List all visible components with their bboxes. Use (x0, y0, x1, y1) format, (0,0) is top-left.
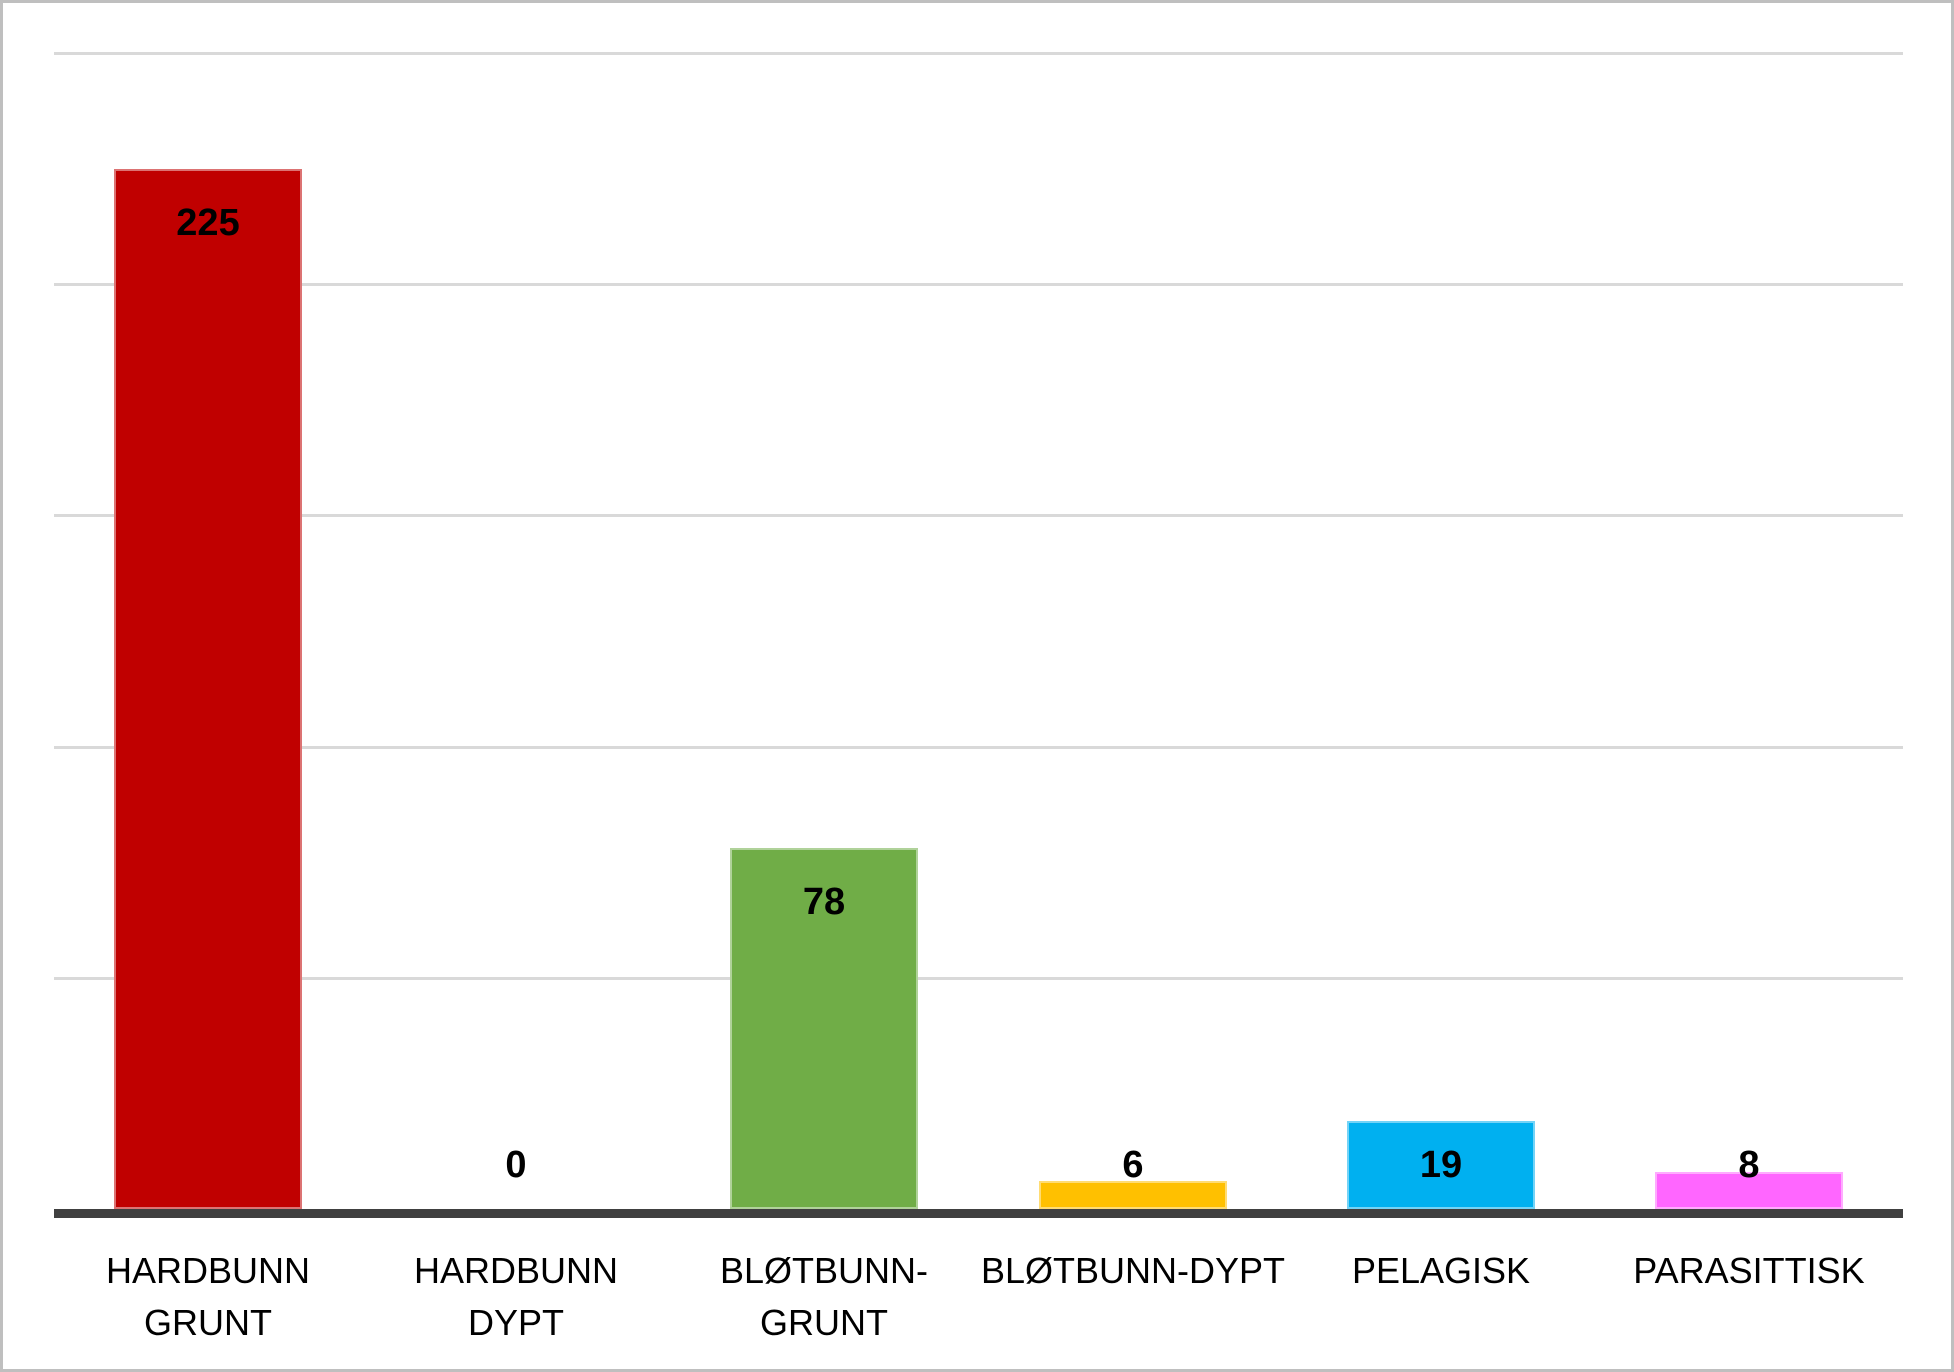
x-tick-line: GRUNT (760, 1302, 888, 1343)
x-tick-line: BLØTBUNN- (719, 1250, 929, 1291)
gridline-150 (54, 514, 1903, 517)
data-label-19: 19 (1419, 1144, 1463, 1186)
x-tick-line: HARDBUNN (105, 1250, 310, 1291)
x-tick-hardbunn-grunt: HARDBUNN GRUNT (54, 1245, 362, 1349)
x-tick-hardbunn-dypt: HARDBUNN DYPT (362, 1245, 670, 1349)
data-label-0: 0 (505, 1144, 527, 1186)
x-tick-pelagisk: PELAGISK (1287, 1245, 1595, 1297)
x-tick-line: PARASITTISK (1633, 1250, 1865, 1291)
x-tick-bl-tbunn-dypt: BLØTBUNN-DYPT (979, 1245, 1287, 1297)
bar-bl-tbunn-dypt (1039, 1181, 1227, 1209)
data-label-225: 225 (176, 202, 240, 244)
data-label-8: 8 (1738, 1144, 1760, 1186)
data-label-78: 78 (802, 881, 846, 923)
gridline-200 (54, 283, 1903, 286)
gridline-50 (54, 977, 1903, 980)
data-label-6: 6 (1122, 1144, 1144, 1186)
bar-pelagisk (1347, 1121, 1535, 1209)
gridline-250 (54, 52, 1903, 55)
x-tick-bl-tbunn-grunt: BLØTBUNN- GRUNT (670, 1245, 978, 1349)
x-tick-line: PELAGISK (1351, 1250, 1531, 1291)
x-tick-line: BLØTBUNN-DYPT (980, 1250, 1286, 1291)
x-tick-parasittisk: PARASITTISK (1595, 1245, 1903, 1297)
x-tick-line: HARDBUNN DYPT (413, 1250, 618, 1343)
gridline-100 (54, 746, 1903, 749)
bar-hardbunn-grunt (114, 169, 302, 1209)
bar-bl-tbunn-grunt (730, 848, 918, 1209)
x-tick-line: GRUNT (144, 1302, 272, 1343)
bar-parasittisk (1655, 1172, 1843, 1209)
x-axis-line (54, 1209, 1903, 1218)
